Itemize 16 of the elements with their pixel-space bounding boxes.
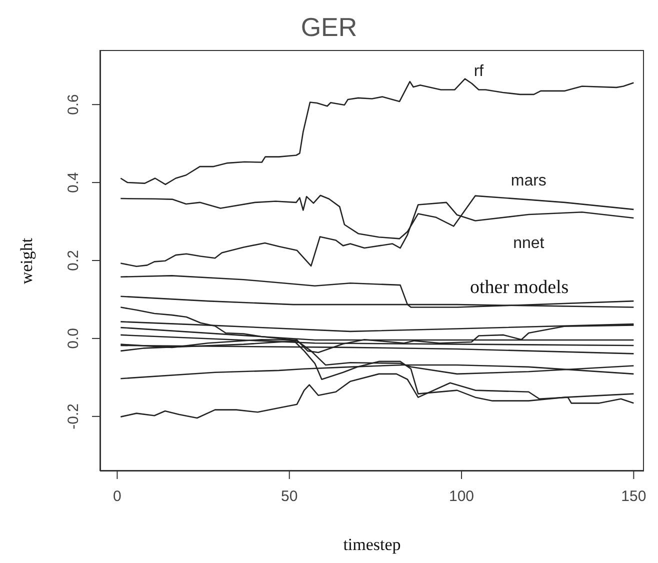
y-tick-label: 0.4 <box>65 172 82 193</box>
x-axis-title: timestep <box>342 535 402 555</box>
annotation: other models <box>470 277 569 299</box>
y-tick-label: 0.6 <box>65 94 82 116</box>
x-tick-label: 150 <box>621 488 646 505</box>
chart-title: GER <box>300 12 358 43</box>
series-label: nnet <box>513 234 545 252</box>
y-tick-label: 0.2 <box>65 250 82 271</box>
y-axis-title: weight <box>17 237 37 284</box>
y-tick-label: 0.0 <box>65 328 82 349</box>
x-tick-label: 50 <box>281 488 298 505</box>
x-tick-label: 0 <box>113 488 122 505</box>
series-label: rf <box>474 62 484 80</box>
series-label: mars <box>510 172 546 190</box>
x-tick-label: 100 <box>449 488 474 505</box>
y-tick-label: -0.2 <box>65 403 82 430</box>
